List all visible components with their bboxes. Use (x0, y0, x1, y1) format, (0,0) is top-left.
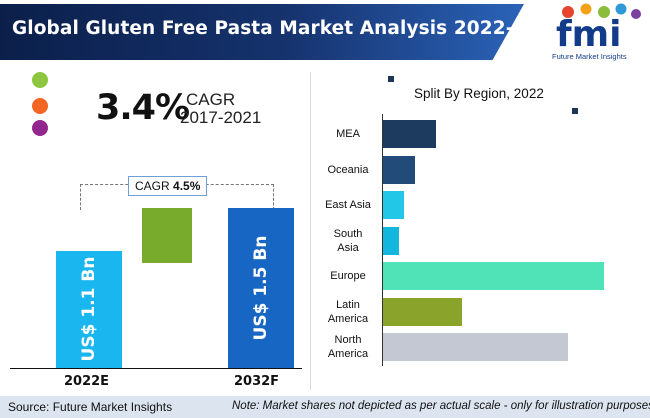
region-bar-europe (383, 262, 605, 290)
bar-2032-label: US$ 1.5 Bn (251, 235, 271, 341)
region-y-axis (382, 114, 383, 366)
header-band (0, 4, 524, 60)
historic-cagr-value: 3.4% (96, 88, 190, 128)
square-bullet-icon (388, 76, 394, 82)
region-label-mea: MEA (336, 128, 360, 140)
panel-divider (310, 72, 311, 390)
year-2022-label: 2022E (64, 374, 110, 389)
header: Global Gluten Free Pasta Market Analysis… (0, 0, 650, 66)
region-label-south-asia: South Asia (333, 227, 363, 254)
increment-box (142, 208, 192, 263)
logo-text: Future Market Insights (552, 52, 627, 61)
fmi-logo-icon: fmi (556, 3, 641, 55)
region-label-europe: Europe (330, 270, 366, 282)
forecast-cagr-badge: CAGR 4.5% (128, 176, 208, 196)
forecast-cagr-prefix: CAGR (135, 179, 174, 193)
square-bullet-icon (572, 108, 578, 114)
forecast-cagr-value: 4.5% (173, 179, 201, 193)
fmi-logo: fmi Future Market Insights (548, 2, 648, 66)
region-label-east-asia: East Asia (325, 199, 371, 211)
orange-dot-icon (32, 98, 48, 114)
region-bar-north-america (383, 333, 568, 361)
green-dot-icon (32, 72, 48, 88)
region-bar-mea (383, 120, 436, 148)
bar-2022-label: US$ 1.1 Bn (79, 256, 99, 362)
region-label-oceania: Oceania (327, 163, 369, 176)
footer-source: Source: Future Market Insights (8, 400, 173, 414)
market-value-panel: 3.4% CAGR 2017-2021 CAGR 4.5% US$ 1.1 Bn… (8, 70, 304, 392)
region-bar-latin-america (383, 297, 463, 326)
purple-dot-icon (32, 120, 48, 136)
historic-cagr-period: 2017-2021 (180, 108, 262, 127)
year-2032-label: 2032F (234, 374, 280, 389)
page-title: Global Gluten Free Pasta Market Analysis… (12, 18, 566, 39)
region-label-north-america: North America (327, 334, 369, 360)
region-chart-title: Split By Region, 2022 (414, 86, 544, 101)
footer: Source: Future Market Insights Note: Mar… (0, 396, 650, 418)
region-label-latin-america: Latin America (327, 298, 369, 325)
region-split-panel: Split By Region, 2022 MEA Oceania East Asi… (312, 70, 650, 392)
region-bar-oceania (383, 155, 415, 184)
x-axis-line (10, 368, 302, 369)
footer-note: Note: Market shares not depicted as per … (232, 400, 650, 412)
svg-text:fmi: fmi (556, 14, 622, 52)
bar-2032 (228, 208, 294, 368)
bar-2022 (56, 250, 122, 368)
historic-cagr-label: CAGR (186, 90, 236, 109)
region-bar-south-asia (383, 226, 399, 255)
region-bar-east-asia (383, 191, 405, 219)
